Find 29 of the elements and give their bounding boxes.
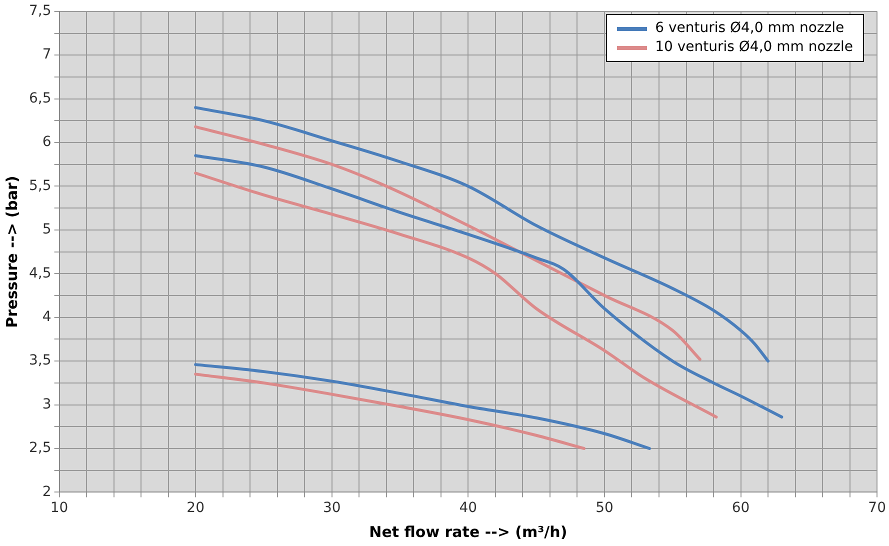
line-series: [194, 106, 770, 363]
x-tick-label: 40: [459, 500, 478, 516]
y-tick-label: 3,5: [29, 352, 52, 369]
x-tick-label: 60: [732, 500, 750, 516]
y-tick-label: 2,5: [29, 440, 52, 456]
y-tick-label: 7: [42, 46, 52, 63]
x-tick-label: 70: [868, 500, 886, 516]
y-tick-label: 3: [42, 396, 52, 412]
x-tick-label: 50: [596, 500, 614, 516]
line-series: [194, 372, 586, 450]
y-axis-title: Pressure --> (bar): [2, 176, 21, 328]
y-tick-label: 5: [42, 222, 52, 238]
x-tick-label: 20: [186, 500, 204, 516]
x-tick-label: 30: [322, 500, 341, 516]
y-tick-label: 6,5: [29, 90, 52, 106]
legend-label: 10 venturis Ø4,0 mm nozzle: [655, 38, 853, 57]
line-series: [194, 154, 784, 419]
y-tick-label: 4,5: [29, 265, 52, 282]
legend-label: 6 venturis Ø4,0 mm nozzle: [655, 19, 844, 38]
y-tick-label: 2: [42, 484, 52, 500]
y-tick-label: 5,5: [29, 178, 52, 194]
y-tick-label: 4: [42, 309, 52, 326]
x-axis-title: Net flow rate --> (m³/h): [369, 522, 568, 541]
line-series: [194, 363, 651, 450]
x-tick-label: 10: [50, 500, 68, 516]
line-series: [194, 125, 702, 361]
line-series: [194, 172, 718, 419]
y-tick-label: 7,5: [29, 3, 52, 20]
y-tick-label: 6: [42, 134, 52, 150]
